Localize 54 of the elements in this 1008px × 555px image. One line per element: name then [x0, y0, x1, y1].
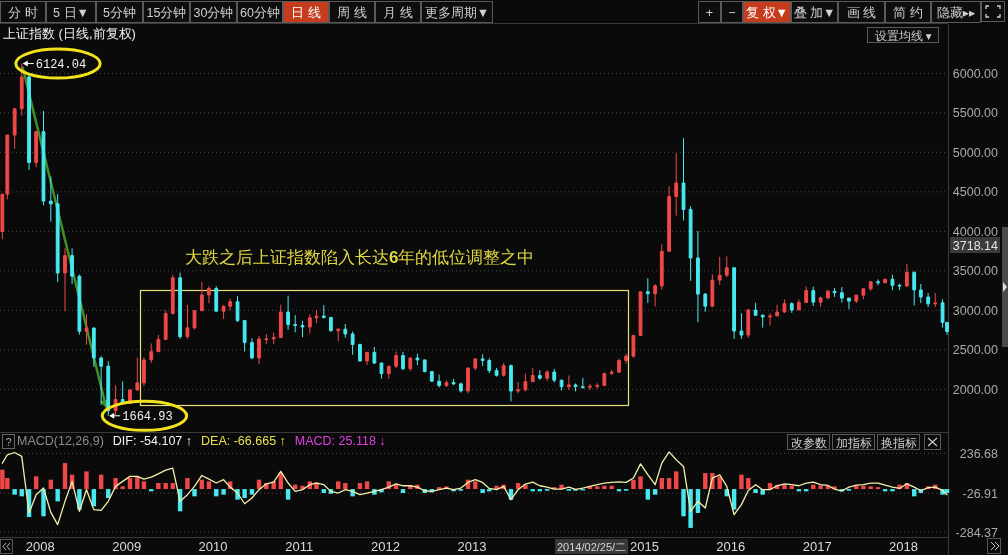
- y-tick-label: 5000.00: [952, 145, 999, 160]
- text: 画 线: [846, 5, 877, 20]
- x-tick-label: 2013: [457, 539, 487, 554]
- y-tick-label: 3000.00: [952, 303, 999, 318]
- chart-title: 上证指数 (日线,前复权): [3, 26, 136, 41]
- x-tick-label: 2009: [112, 539, 142, 554]
- annotation: 改参数: [790, 435, 827, 450]
- text: 30分钟: [193, 5, 234, 20]
- text: 2014/02/25/二: [557, 540, 627, 553]
- y-tick-label: -26.91: [962, 486, 999, 501]
- text: 3718.14: [952, 238, 999, 253]
- x-tick-label: 2016: [716, 539, 746, 554]
- annotation: 1664.93: [122, 409, 173, 424]
- text: −: [728, 5, 736, 20]
- y-tick-label: 5500.00: [952, 106, 999, 121]
- y-tick-label: 3500.00: [952, 264, 999, 279]
- text: 日 线: [291, 5, 321, 20]
- x-tick-label: 2015: [630, 539, 659, 554]
- text: 简 约: [893, 5, 923, 20]
- text: 5分钟: [103, 5, 136, 20]
- annotation: 6124.04: [35, 57, 87, 72]
- y-tick-label: 4500.00: [952, 185, 999, 200]
- text: 分 时: [8, 5, 38, 20]
- x-tick-label: 2018: [889, 539, 919, 554]
- annotation: 加指标: [835, 435, 872, 450]
- annotation: ?: [5, 436, 12, 448]
- annotation: DIF: -54.107 ↑: [112, 434, 193, 448]
- x-tick-label: 2012: [371, 539, 400, 554]
- text: 15分钟: [146, 5, 187, 20]
- x-tick-label: 2011: [285, 539, 314, 554]
- annotation: 换指标: [880, 435, 917, 450]
- text: +: [705, 5, 714, 20]
- text: 叠 加▼: [793, 5, 836, 20]
- chart-title: MACD(12,26,9): [17, 434, 104, 448]
- annotation: DEA: -66.665 ↑: [201, 434, 286, 448]
- text: 月 线: [383, 5, 413, 20]
- y-tick-label: 236.68: [959, 446, 999, 461]
- text: 60分钟: [240, 5, 280, 20]
- text: 5 日▼: [53, 5, 89, 20]
- annotation: 设置均线 ▾: [874, 29, 932, 42]
- x-tick-label: 2010: [198, 539, 228, 554]
- x-tick-label: 2008: [25, 539, 55, 554]
- text: 复 权▼: [746, 5, 788, 20]
- annotation: 大跌之后上证指数陷入长达6年的低位调整之中: [185, 248, 535, 267]
- y-tick-label: 2500.00: [952, 343, 999, 358]
- y-tick-label: -284.37: [955, 525, 999, 540]
- y-tick-label: 2000.00: [952, 382, 999, 397]
- y-tick-label: 4000.00: [952, 224, 999, 239]
- x-tick-label: 2017: [802, 539, 832, 554]
- annotation: MACD: 25.118 ↓: [294, 434, 386, 448]
- y-tick-label: 6000.00: [952, 66, 999, 81]
- text: 更多周期▼: [424, 5, 490, 20]
- text: 隐藏▸▸: [936, 5, 976, 20]
- text: 周 线: [337, 5, 367, 20]
